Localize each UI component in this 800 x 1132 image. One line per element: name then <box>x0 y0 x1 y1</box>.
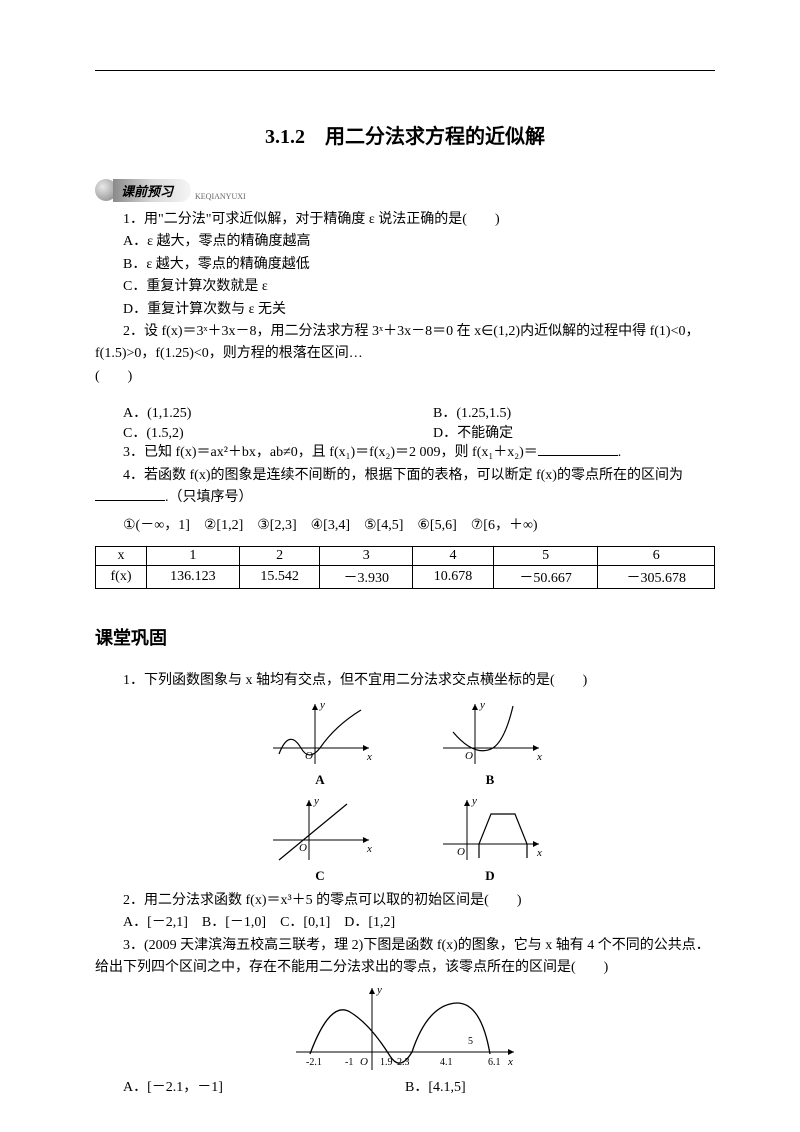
table-cell: 10.678 <box>413 565 494 588</box>
table-cell: 6 <box>598 546 715 565</box>
q1-stem: 1．用"二分法"可求近似解，对于精确度 ε 说法正确的是( ) <box>95 209 715 231</box>
tick-g: 6.1 <box>488 1057 501 1068</box>
q2-paren: ( ) <box>95 366 715 388</box>
axis-y-label: y <box>471 795 477 807</box>
q2-stem: 2．设 f(x)＝3ˣ＋3x－8，用二分法求方程 3ˣ＋3x－8＝0 在 x∈(… <box>95 321 715 366</box>
q4-table: x 1 2 3 4 5 6 f(x) 136.123 15.542 －3.930… <box>95 546 715 589</box>
q1-optB: B．ε 越大，零点的精确度越低 <box>95 254 715 276</box>
q2-optA: A．(1,1.25) <box>95 402 405 422</box>
tick-e: 4.1 <box>440 1057 453 1068</box>
axis-o-label: O <box>457 846 465 858</box>
q3-stem-post: . <box>618 445 622 460</box>
tick-b: -1 <box>345 1057 353 1068</box>
axis-y-label: y <box>376 984 382 996</box>
p2-opts: A．[－2,1] B．[－1,0] C．[0,1] D．[1,2] <box>95 912 715 934</box>
table-cell: 15.542 <box>239 565 320 588</box>
table-cell: 136.123 <box>147 565 240 588</box>
tick-d: 2.3 <box>397 1057 410 1068</box>
axis-o-label: O <box>465 750 473 762</box>
p1-graphs-row2: x y O C x y O D <box>95 794 715 884</box>
table-cell: 5 <box>493 546 598 565</box>
table-cell: －50.667 <box>493 565 598 588</box>
q4-stem: 4．若函数 f(x)的图象是连续不间断的，根据下面的表格，可以断定 f(x)的零… <box>95 465 715 510</box>
graph-label-D: D <box>435 868 545 884</box>
graph-D: x y O D <box>435 794 545 884</box>
q1-optA: A．ε 越大，零点的精确度越高 <box>95 231 715 253</box>
table-row: x 1 2 3 4 5 6 <box>96 546 715 565</box>
q2-optD: D．不能确定 <box>405 422 715 442</box>
table-cell: 4 <box>413 546 494 565</box>
q2-opts-row1: A．(1,1.25) B．(1.25,1.5) <box>95 402 715 422</box>
axis-o-label: O <box>299 842 307 854</box>
q2-optB: B．(1.25,1.5) <box>405 402 715 422</box>
q2-opts-row2: C．(1.5,2) D．不能确定 <box>95 422 715 442</box>
q3-stem: 3．已知 f(x)＝ax²＋bx，ab≠0，且 f(x₁)＝f(x₂)＝2 00… <box>95 442 715 464</box>
axis-y-label: y <box>319 699 325 711</box>
axis-x-label: x <box>536 751 542 763</box>
table-cell: 2 <box>239 546 320 565</box>
q1-optD: D．重复计算次数与 ε 无关 <box>95 299 715 321</box>
axis-x-label: x <box>507 1056 513 1068</box>
graph-A: x y O A <box>265 698 375 788</box>
section2-title: 课堂巩固 <box>95 624 715 650</box>
p3-opts: A．[－2.1，－1] B．[4.1,5] <box>95 1076 715 1096</box>
page-title: 3.1.2 用二分法求方程的近似解 <box>95 120 715 149</box>
q3-blank <box>538 442 618 456</box>
p3-graph: -2.1 -1 O 1.9 2.3 4.1 5 6.1 x y <box>95 982 715 1074</box>
q4-intervals: ①(－∞，1] ②[1,2] ③[2,3] ④[3,4] ⑤[4,5] ⑥[5,… <box>95 515 715 537</box>
tick-a: -2.1 <box>306 1057 322 1068</box>
p2-stem: 2．用二分法求函数 f(x)＝x³＋5 的零点可以取的初始区间是( ) <box>95 890 715 912</box>
axis-x-label: x <box>366 843 372 855</box>
table-cell: f(x) <box>96 565 147 588</box>
p1-stem: 1．下列函数图象与 x 轴均有交点，但不宜用二分法求交点横坐标的是( ) <box>95 670 715 692</box>
graph-label-B: B <box>435 772 545 788</box>
graph-label-A: A <box>265 772 375 788</box>
q4-blank <box>95 487 165 501</box>
q1-optC: C．重复计算次数就是 ε <box>95 276 715 298</box>
axis-o-label: O <box>305 750 313 762</box>
p3-stem: 3．(2009 天津滨海五校高三联考，理 2)下图是函数 f(x)的图象，它与 … <box>95 935 715 980</box>
axis-x-label: x <box>366 751 372 763</box>
q4-stem-pre: 4．若函数 f(x)的图象是连续不间断的，根据下面的表格，可以断定 f(x)的零… <box>123 468 683 483</box>
table-cell: －3.930 <box>320 565 413 588</box>
table-cell: －305.678 <box>598 565 715 588</box>
axis-x-label: x <box>536 847 542 859</box>
p1-graphs-row1: x y O A x y O B <box>95 698 715 788</box>
preview-badge: 课前预习 KEQIANYUXI <box>95 179 246 201</box>
table-cell: x <box>96 546 147 565</box>
tick-c: 1.9 <box>380 1057 393 1068</box>
q2-optC: C．(1.5,2) <box>95 422 405 442</box>
badge-pinyin: KEQIANYUXI <box>195 192 246 201</box>
axis-y-label: y <box>479 699 485 711</box>
q4-stem-post: .（只填序号） <box>165 490 253 505</box>
graph-C: x y O C <box>265 794 375 884</box>
p3-optA: A．[－2.1，－1] <box>95 1076 405 1096</box>
tick-f: 5 <box>468 1036 473 1047</box>
graph-label-C: C <box>265 868 375 884</box>
badge-label: 课前预习 <box>113 179 191 202</box>
table-row: f(x) 136.123 15.542 －3.930 10.678 －50.66… <box>96 565 715 588</box>
axis-o-label: O <box>360 1056 368 1068</box>
table-cell: 3 <box>320 546 413 565</box>
table-cell: 1 <box>147 546 240 565</box>
graph-B: x y O B <box>435 698 545 788</box>
axis-y-label: y <box>313 795 319 807</box>
p3-optB: B．[4.1,5] <box>405 1076 466 1096</box>
q3-stem-pre: 3．已知 f(x)＝ax²＋bx，ab≠0，且 f(x₁)＝f(x₂)＝2 00… <box>123 445 538 460</box>
